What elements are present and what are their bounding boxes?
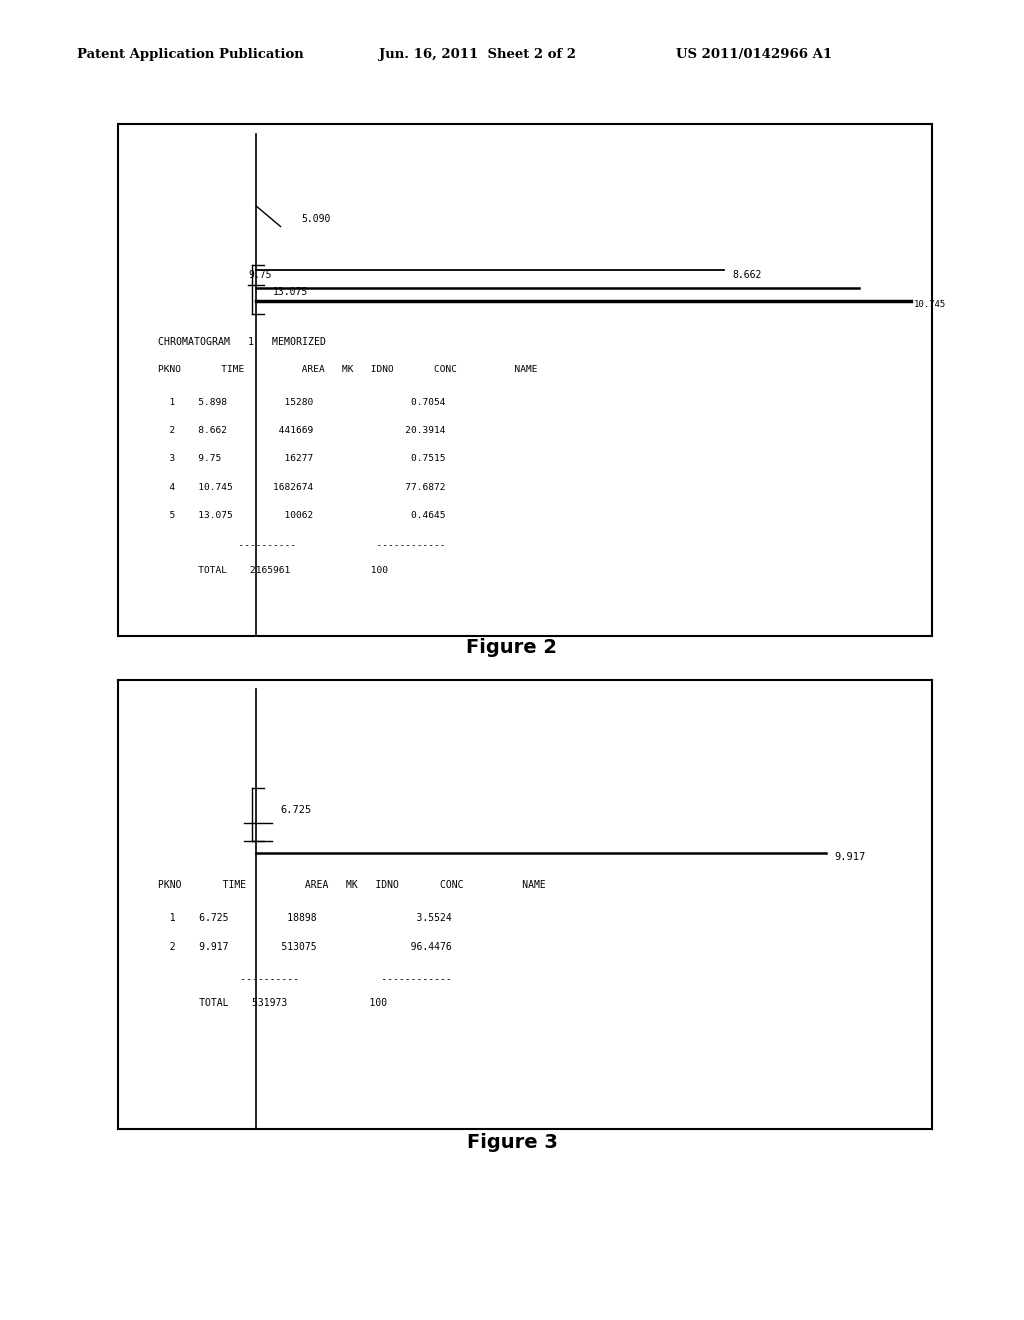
Text: 1    5.898          15280                 0.7054: 1 5.898 15280 0.7054 <box>159 399 446 407</box>
Text: TOTAL    2165961              100: TOTAL 2165961 100 <box>159 566 388 576</box>
Text: 5    13.075         10062                 0.4645: 5 13.075 10062 0.4645 <box>159 511 446 520</box>
Text: Figure 3: Figure 3 <box>467 1134 557 1152</box>
Text: 1    6.725          18898                 3.5524: 1 6.725 18898 3.5524 <box>159 913 453 923</box>
Text: 4    10.745       1682674                77.6872: 4 10.745 1682674 77.6872 <box>159 483 446 491</box>
Text: 5.090: 5.090 <box>301 214 331 224</box>
Text: PKNO       TIME          AREA   MK   IDNO       CONC          NAME: PKNO TIME AREA MK IDNO CONC NAME <box>159 879 546 890</box>
Text: Jun. 16, 2011  Sheet 2 of 2: Jun. 16, 2011 Sheet 2 of 2 <box>379 48 575 61</box>
Text: ----------              ------------: ---------- ------------ <box>159 974 453 983</box>
Text: 8.662: 8.662 <box>732 271 762 280</box>
Text: 9.917: 9.917 <box>835 853 865 862</box>
Text: 6.725: 6.725 <box>281 805 312 814</box>
Text: ----------              ------------: ---------- ------------ <box>159 541 446 550</box>
Text: Patent Application Publication: Patent Application Publication <box>77 48 303 61</box>
Text: TOTAL    531973              100: TOTAL 531973 100 <box>159 998 388 1008</box>
Text: US 2011/0142966 A1: US 2011/0142966 A1 <box>676 48 831 61</box>
Text: CHROMATOGRAM   1   MEMORIZED: CHROMATOGRAM 1 MEMORIZED <box>159 337 327 347</box>
Text: 2    9.917         513075                96.4476: 2 9.917 513075 96.4476 <box>159 942 453 952</box>
Text: 13.075: 13.075 <box>272 286 307 297</box>
Text: Figure 2: Figure 2 <box>467 639 557 657</box>
Text: 10.745: 10.745 <box>914 301 946 309</box>
Text: 2    8.662         441669                20.3914: 2 8.662 441669 20.3914 <box>159 426 446 436</box>
Text: 3    9.75           16277                 0.7515: 3 9.75 16277 0.7515 <box>159 454 446 463</box>
Text: PKNO       TIME          AREA   MK   IDNO       CONC          NAME: PKNO TIME AREA MK IDNO CONC NAME <box>159 364 538 374</box>
Text: 9.75: 9.75 <box>248 271 271 280</box>
